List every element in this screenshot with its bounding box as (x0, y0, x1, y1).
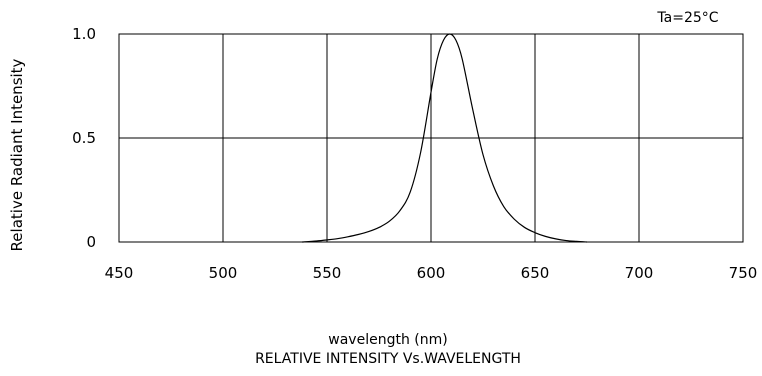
y-axis-label: Relative Radiant Intensity (8, 58, 26, 251)
x-tick-label-600: 600 (417, 264, 446, 282)
grid-lines (118, 33, 744, 243)
intensity-curve (301, 33, 588, 243)
ta-annotation: Ta=25°C (656, 10, 718, 26)
x-tick-label-750: 750 (729, 264, 758, 282)
plot-frame (118, 33, 744, 243)
x-tick-label-550: 550 (313, 264, 342, 282)
x-tick-label-450: 450 (105, 264, 134, 282)
x-tick-label-650: 650 (521, 264, 550, 282)
chart-title: RELATIVE INTENSITY Vs.WAVELENGTH (255, 351, 521, 367)
x-tick-labels: 450 500 550 600 650 700 750 (105, 264, 758, 282)
y-tick-labels: 0 0.5 1.0 (72, 25, 96, 251)
x-axis-label: wavelength (nm) (328, 332, 447, 348)
y-tick-label-0: 0 (86, 233, 96, 251)
x-tick-label-700: 700 (625, 264, 654, 282)
x-tick-label-500: 500 (209, 264, 238, 282)
y-tick-label-1: 1.0 (72, 25, 96, 43)
y-tick-label-0.5: 0.5 (72, 129, 96, 147)
